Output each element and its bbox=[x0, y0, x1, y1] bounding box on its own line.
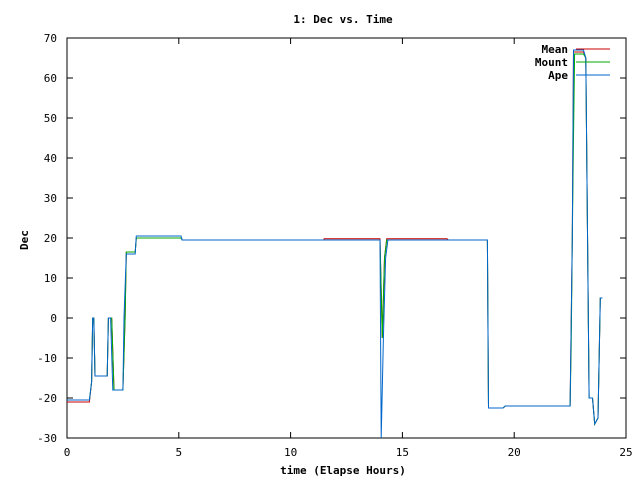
y-tick-label: 0 bbox=[50, 312, 57, 325]
x-tick-label: 0 bbox=[64, 446, 71, 459]
plot-area: -30 -20 -10 0 10 20 30 40 50 60 70 0 5 10 15 20 25 bbox=[37, 32, 633, 459]
y-tick-label: 20 bbox=[44, 232, 57, 245]
y-tick-label: -10 bbox=[37, 352, 57, 365]
legend-label-mean: Mean bbox=[542, 43, 569, 56]
y-tick-label: 40 bbox=[44, 152, 57, 165]
y-tick-label: 60 bbox=[44, 72, 57, 85]
chart-title: 1: Dec vs. Time bbox=[293, 13, 393, 26]
series-line-ape bbox=[67, 49, 603, 438]
x-tick-label: 15 bbox=[396, 446, 409, 459]
legend-label-mount: Mount bbox=[535, 56, 568, 69]
y-tick-label: -30 bbox=[37, 432, 57, 445]
x-tick-label: 5 bbox=[175, 446, 182, 459]
y-tick-label: 10 bbox=[44, 272, 57, 285]
x-tick-label: 20 bbox=[508, 446, 521, 459]
y-axis-label: Dec bbox=[18, 230, 31, 250]
x-tick-label: 25 bbox=[619, 446, 632, 459]
y-tick-label: 50 bbox=[44, 112, 57, 125]
legend-label-ape: Ape bbox=[548, 69, 568, 82]
y-tick-label: 30 bbox=[44, 192, 57, 205]
x-tick-label: 10 bbox=[284, 446, 297, 459]
y-tick-label: -20 bbox=[37, 392, 57, 405]
y-tick-label: 70 bbox=[44, 32, 57, 45]
x-axis-label: time (Elapse Hours) bbox=[280, 464, 406, 477]
